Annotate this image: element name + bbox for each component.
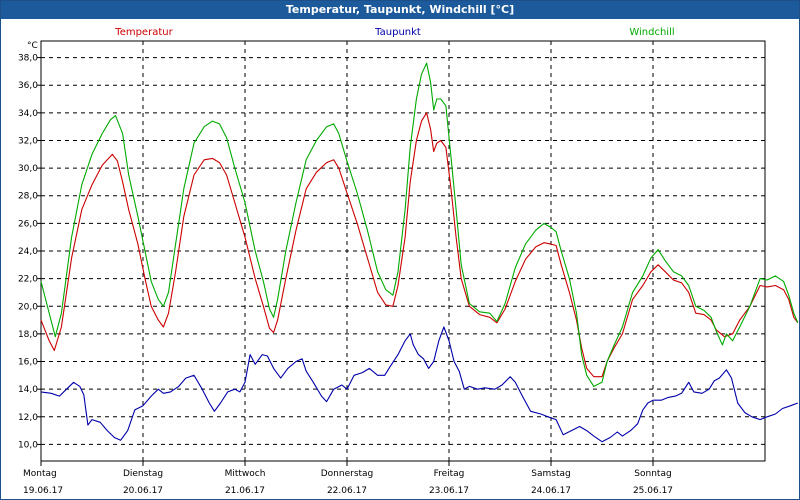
x-tick-day: Dienstag [123,469,163,479]
x-tick-date: 24.06.17 [531,486,571,496]
series-line-temperatur [40,112,799,378]
y-tick-label: 38,0 [18,54,38,64]
y-tick-label: 28,0 [18,192,38,202]
series-lines [40,62,799,443]
x-axis-ticks: Montag 19.06.17 Dienstag 20.06.17 Mittwoch 21… [23,461,673,496]
x-tick-day: Freitag [434,469,465,479]
x-tick-day: Montag [23,469,57,479]
y-tick-label: 20,0 [18,302,38,312]
x-tick-date: 25.06.17 [633,486,673,496]
series-line-taupunkt [40,326,798,443]
series-line-windchill [40,62,799,387]
x-tick-day: Donnerstag [321,469,374,479]
legend-taupunkt: Taupunkt [374,27,421,38]
y-axis-unit: °C [27,41,38,51]
x-tick-date: 20.06.17 [123,486,163,496]
x-tick-date: 21.06.17 [225,486,265,496]
x-tick-day: Mittwoch [225,469,266,479]
x-tick-day: Samstag [531,469,570,479]
legend-temperatur: Temperatur [114,27,173,38]
y-tick-label: 30,0 [18,164,38,174]
y-tick-label: 18,0 [18,330,38,340]
x-tick-date: 22.06.17 [327,486,367,496]
x-tick-date: 19.06.17 [23,486,63,496]
grid-lines [41,41,765,461]
y-tick-label: 12,0 [18,413,38,423]
legend-windchill: Windchill [629,27,674,38]
y-axis-ticks: 10,0 12,0 14,0 16,0 18,0 20,0 22,0 24,0 26,0 28,0… [18,54,41,450]
y-tick-label: 26,0 [18,219,38,229]
x-tick-date: 23.06.17 [429,486,469,496]
y-tick-label: 14,0 [18,385,38,395]
y-tick-label: 34,0 [18,109,38,119]
y-tick-label: 32,0 [18,136,38,146]
y-tick-label: 10,0 [18,440,38,450]
y-tick-label: 36,0 [18,81,38,91]
y-tick-label: 16,0 [18,358,38,368]
chart-title: Temperatur, Taupunkt, Windchill [°C] [1,1,799,19]
y-tick-label: 24,0 [18,247,38,257]
x-tick-day: Sonntag [634,469,671,479]
y-tick-label: 22,0 [18,275,38,285]
